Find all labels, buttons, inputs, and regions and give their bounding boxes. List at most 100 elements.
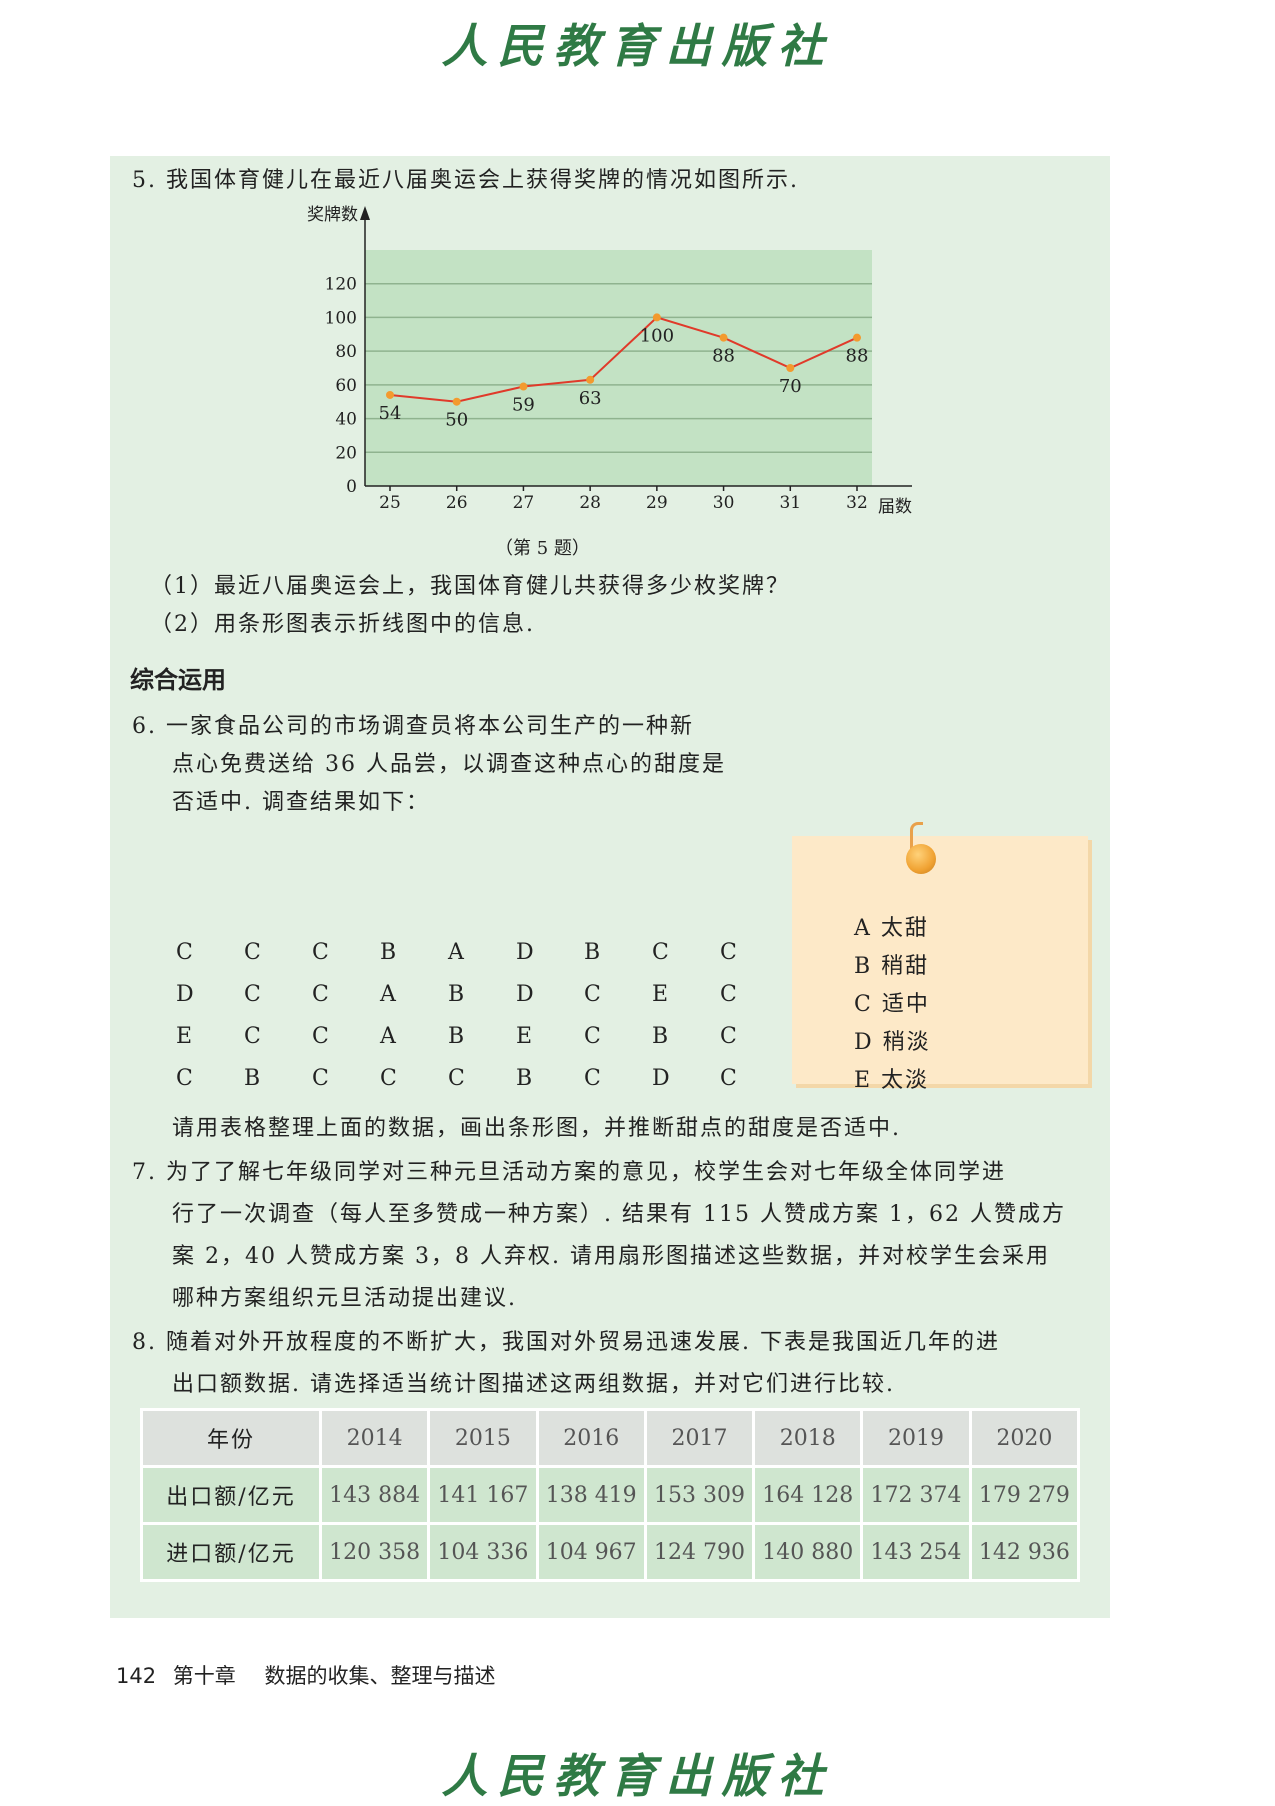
data-label: 59 [512, 395, 535, 416]
x-tick-label: 25 [379, 493, 401, 513]
legend-item: B 稍甜 [854, 954, 930, 979]
page-number: 142 [116, 1664, 157, 1688]
q6-line-1: 6. 一家食品公司的市场调查员将本公司生产的一种新 [132, 714, 694, 739]
table-header-cell: 2017 [643, 1408, 756, 1468]
data-point [452, 397, 461, 406]
survey-cell: B [516, 1066, 533, 1091]
q8-line-1: 8. 随着对外开放程度的不断扩大，我国对外贸易迅速发展. 下表是我国近几年的进 [132, 1330, 1000, 1355]
survey-cell: C [244, 940, 261, 965]
x-axis-label: 届数 [878, 497, 912, 517]
survey-cell: B [652, 1024, 669, 1049]
data-label: 88 [712, 346, 735, 367]
survey-cell: D [652, 1066, 670, 1091]
data-label: 50 [445, 410, 468, 431]
q7-line-1: 7. 为了了解七年级同学对三种元旦活动方案的意见，校学生会对七年级全体同学进 [132, 1160, 1006, 1185]
survey-cell: D [516, 982, 534, 1007]
table-cell: 143 254 [860, 1522, 972, 1582]
survey-cell: B [448, 982, 465, 1007]
table-row-label: 出口额/亿元 [140, 1465, 322, 1525]
survey-cell: C [244, 982, 261, 1007]
legend-item: A 太甜 [854, 916, 929, 941]
survey-cell: B [448, 1024, 465, 1049]
legend-item: D 稍淡 [854, 1030, 931, 1055]
survey-cell: C [720, 982, 737, 1007]
survey-cell: C [448, 1066, 465, 1091]
q7-line-3: 案 2，40 人赞成方案 3，8 人弃权. 请用扇形图描述这些数据，并对校学生会… [172, 1244, 1050, 1269]
table-header-cell: 2020 [968, 1408, 1081, 1468]
table-header-row: 年份 2014 2015 2016 2017 2018 2019 2020 [140, 1408, 1081, 1468]
survey-cell: C [380, 1066, 397, 1091]
table-cell: 179 279 [968, 1465, 1081, 1525]
q5-sub-question-1: （1）最近八届奥运会上，我国体育健儿共获得多少枚奖牌？ [150, 574, 790, 599]
table-cell: 142 936 [968, 1522, 1081, 1582]
survey-cell: C [584, 1066, 601, 1091]
survey-cell: B [244, 1066, 261, 1091]
survey-cell: E [176, 1024, 193, 1049]
survey-cell: C [720, 940, 737, 965]
survey-cell: C [312, 940, 329, 965]
survey-cell: C [720, 1066, 737, 1091]
x-tick-label: 29 [646, 493, 668, 513]
table-row-label: 进口额/亿元 [140, 1522, 322, 1582]
survey-cell: C [312, 982, 329, 1007]
table-cell: 104 336 [427, 1522, 539, 1582]
series-line [389, 316, 858, 403]
table-row: 出口额/亿元 143 884 141 167 138 419 153 309 1… [140, 1465, 1081, 1525]
survey-cell: C [176, 940, 193, 965]
q6-instruction: 请用表格整理上面的数据，画出条形图，并推断甜点的甜度是否适中. [172, 1116, 901, 1141]
survey-cell: B [584, 940, 601, 965]
table-cell: 120 358 [318, 1522, 431, 1582]
data-point [586, 375, 595, 384]
x-tick-label: 30 [713, 493, 735, 513]
survey-cell: E [652, 982, 669, 1007]
data-label: 88 [846, 346, 869, 367]
x-tick-label: 26 [446, 493, 468, 513]
survey-cell: C [584, 1024, 601, 1049]
data-point [652, 313, 661, 322]
y-tick-label: 120 [325, 275, 357, 295]
table-cell: 172 374 [860, 1465, 972, 1525]
data-label: 63 [579, 388, 602, 409]
data-label: 54 [379, 403, 402, 424]
publisher-watermark-top: 人民教育出版社 [441, 19, 834, 73]
q5-prompt: 5. 我国体育健儿在最近八届奥运会上获得奖牌的情况如图所示. [132, 168, 799, 193]
table-header-cell: 年份 [140, 1408, 322, 1468]
publisher-watermark-bottom: 人民教育出版社 [441, 1749, 834, 1803]
page-footer: 142 第十章 数据的收集、整理与描述 [116, 1660, 495, 1690]
pushpin-icon [906, 844, 936, 874]
survey-cell: A [380, 1024, 396, 1049]
x-tick-label: 31 [779, 493, 801, 513]
data-point [853, 333, 861, 342]
survey-cell: C [312, 1066, 329, 1091]
survey-cell: C [176, 1066, 193, 1091]
survey-cell: C [312, 1024, 329, 1049]
trade-data-table: 年份 2014 2015 2016 2017 2018 2019 2020 出口… [140, 1408, 1081, 1582]
y-tick-label: 60 [335, 376, 357, 396]
plot-area [365, 250, 872, 486]
table-cell: 104 967 [535, 1522, 647, 1582]
q7-line-4: 哪种方案组织元旦活动提出建议. [172, 1286, 517, 1311]
data-point [719, 333, 728, 342]
table-cell: 143 884 [318, 1465, 431, 1525]
survey-cell: B [380, 940, 397, 965]
x-tick-label: 27 [513, 493, 535, 513]
q6-line-3: 否适中. 调查结果如下： [172, 790, 430, 815]
y-tick-label: 80 [335, 342, 357, 362]
survey-cell: D [516, 940, 534, 965]
survey-cell: D [176, 982, 194, 1007]
data-label: 100 [640, 325, 674, 346]
survey-cell: C [652, 940, 669, 965]
chapter-title: 数据的收集、整理与描述 [264, 1664, 496, 1688]
table-row: 进口额/亿元 120 358 104 336 104 967 124 790 1… [140, 1522, 1081, 1582]
q5-figure-caption: （第 5 题） [495, 538, 590, 559]
pin-stem-icon [910, 822, 923, 851]
table-header-cell: 2019 [860, 1408, 972, 1468]
y-tick-label: 100 [325, 308, 357, 328]
survey-cell: C [584, 982, 601, 1007]
